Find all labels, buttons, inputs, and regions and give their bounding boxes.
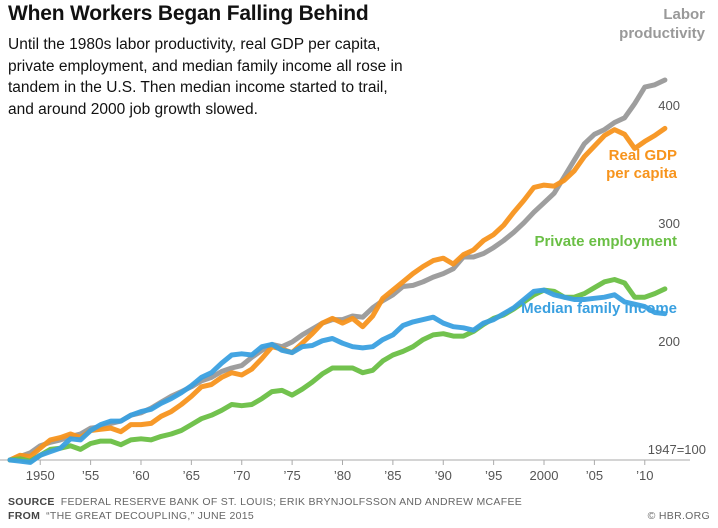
- series-lines: [7, 77, 668, 465]
- copyright-note: © HBR.ORG: [647, 510, 710, 522]
- from-label: FROM: [8, 510, 41, 522]
- chart-subtitle: Until the 1980s labor productivity, real…: [8, 36, 403, 118]
- series-label-line: Labor: [663, 6, 705, 23]
- series-labels: Labor productivity Real GDP per capita Priva…: [521, 6, 706, 317]
- series-line-labor-productivity: [7, 77, 668, 463]
- x-tick-label: 1950: [26, 468, 55, 483]
- source-text: FEDERAL RESERVE BANK OF ST. LOUIS; ERIK …: [60, 496, 523, 508]
- x-axis: 1950 ’55 ’60 ’65 ’70 ’75 ’80 ’85 ’90 ’95 2000 ’05 ’1…: [0, 98, 706, 483]
- series-label-private-employment: Private employment: [534, 233, 677, 250]
- from-text: “THE GREAT DECOUPLING,” JUNE 2015: [46, 510, 255, 522]
- series-line-real-gdp-per-capita: [7, 125, 668, 463]
- source-note: SOURCE FEDERAL RESERVE BANK OF ST. LOUIS;…: [8, 496, 522, 508]
- series-label-line: Median family income: [521, 300, 677, 317]
- series-label-median-family-income: Median family income: [521, 300, 677, 317]
- series-line-median-family-income: [7, 287, 668, 465]
- x-tick-label: ’65: [183, 468, 200, 483]
- x-tick-label: ’95: [485, 468, 502, 483]
- series-label-line: per capita: [606, 165, 678, 182]
- x-tick-label: ’10: [636, 468, 653, 483]
- chart-title: When Workers Began Falling Behind: [8, 2, 369, 25]
- x-tick-label: ’70: [233, 468, 250, 483]
- series-label-line: Real GDP: [609, 147, 677, 164]
- x-tick-label: ’75: [283, 468, 300, 483]
- x-tick-label: ’05: [586, 468, 603, 483]
- x-tick-label: ’60: [132, 468, 149, 483]
- series-label-labor-productivity: Labor productivity: [619, 6, 705, 42]
- series-label-line: productivity: [619, 25, 705, 42]
- x-tick-label: ’80: [334, 468, 351, 483]
- x-tick-label: ’85: [384, 468, 401, 483]
- y-tick-label: 300: [658, 216, 680, 231]
- x-tick-label: ’90: [435, 468, 452, 483]
- x-tick-label: 2000: [530, 468, 559, 483]
- y-tick-label: 200: [658, 334, 680, 349]
- from-note: FROM “THE GREAT DECOUPLING,” JUNE 2015: [8, 510, 254, 522]
- series-label-real-gdp-per-capita: Real GDP per capita: [606, 147, 678, 182]
- series-label-line: Private employment: [534, 233, 677, 250]
- y-tick-label: 400: [658, 98, 680, 113]
- source-label: SOURCE: [8, 496, 55, 508]
- baseline-label: 1947=100: [648, 442, 706, 457]
- x-tick-label: ’55: [82, 468, 99, 483]
- series-line-private-employment: [7, 277, 668, 464]
